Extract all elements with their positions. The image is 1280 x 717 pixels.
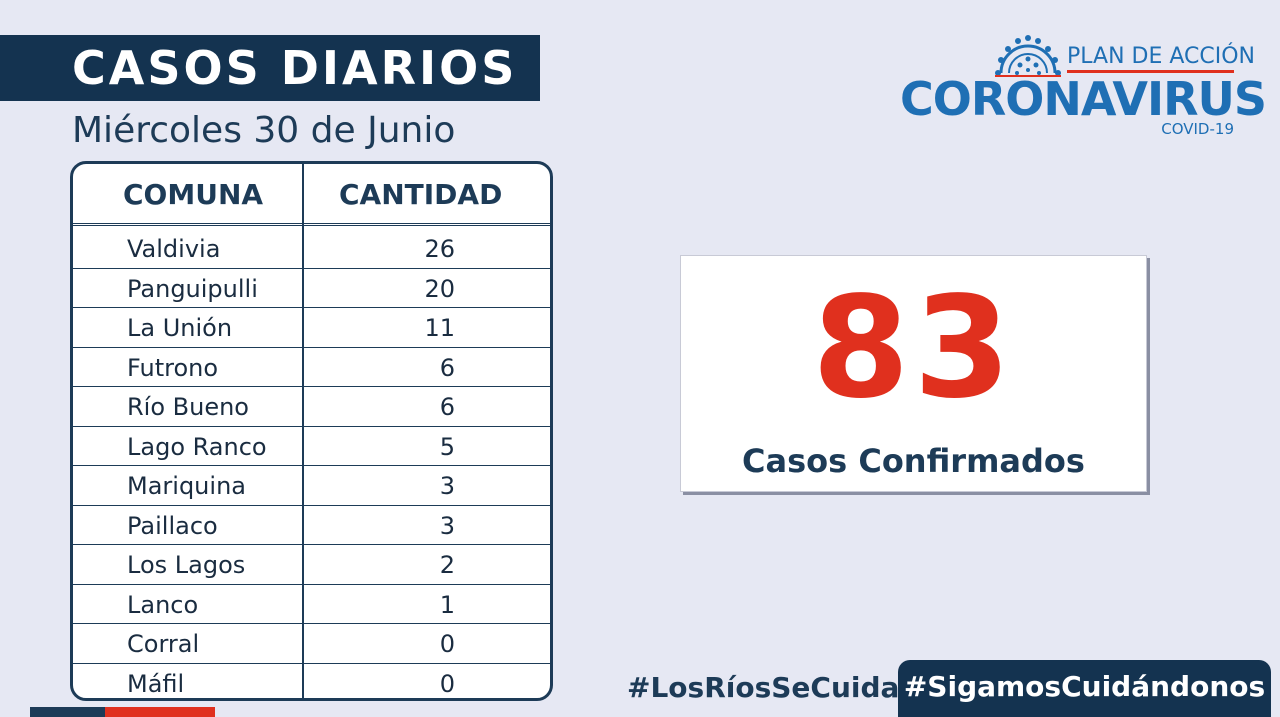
plan-coronavirus-logo: PLAN DE ACCIÓN CORONAVIRUS COVID-19 <box>900 30 1267 140</box>
cantidad-cell: 6 <box>439 393 455 421</box>
table-row: Máfil 0 <box>73 664 550 699</box>
comuna-cell: Lanco <box>127 590 199 619</box>
comuna-cell: Mariquina <box>127 472 246 500</box>
hashtag-banner: #SigamosCuidándonos <box>898 660 1271 717</box>
total-cases-card: 83 Casos Confirmados <box>680 255 1147 492</box>
column-header-cantidad: CANTIDAD <box>339 178 503 211</box>
cantidad-cell: 3 <box>439 472 455 500</box>
table-row: Los Lagos 2 <box>73 545 550 585</box>
logo-sub-text: COVID-19 <box>1161 120 1234 138</box>
comuna-cell: Los Lagos <box>127 551 246 579</box>
comuna-cell: Paillaco <box>127 511 218 540</box>
comuna-cell: Río Bueno <box>127 393 249 421</box>
column-divider <box>302 164 304 698</box>
table-row: Corral 0 <box>73 624 550 664</box>
table-row: Valdivia 26 <box>73 229 550 269</box>
cantidad-cell: 2 <box>439 551 455 579</box>
comuna-cell: Futrono <box>127 353 219 382</box>
hashtag-los-rios: #LosRíosSeCuida <box>627 671 900 704</box>
cantidad-cell: 26 <box>424 235 455 263</box>
cantidad-cell: 11 <box>424 314 455 342</box>
table-row: La Unión 11 <box>73 308 550 348</box>
comuna-cell: Corral <box>127 630 200 658</box>
title-bar <box>0 35 540 101</box>
comuna-cell: Panguipulli <box>127 274 258 303</box>
total-cases-label: Casos Confirmados <box>742 442 1085 480</box>
virus-icon <box>995 35 1061 77</box>
cantidad-cell: 0 <box>439 669 455 698</box>
total-cases-number: 83 <box>812 267 1015 430</box>
footer-strip-red <box>105 707 215 717</box>
comuna-cell: La Unión <box>127 314 233 342</box>
table-row: Lanco 1 <box>73 585 550 624</box>
cantidad-cell: 20 <box>424 274 455 303</box>
cantidad-cell: 5 <box>439 432 455 461</box>
cantidad-cell: 6 <box>439 353 455 382</box>
page-title: CASOS DIARIOS <box>72 41 518 95</box>
comuna-cell: Lago Ranco <box>127 432 267 461</box>
cantidad-cell: 1 <box>439 590 455 619</box>
page-subtitle-date: Miércoles 30 de Junio <box>72 110 456 151</box>
cases-table: COMUNA CANTIDAD Valdivia 26 Panguipulli 20 L… <box>70 161 553 701</box>
table-row: Paillaco 3 <box>73 506 550 545</box>
table-row: Panguipulli 20 <box>73 269 550 308</box>
table-row: Lago Ranco 5 <box>73 427 550 466</box>
table-row: Mariquina 3 <box>73 466 550 506</box>
column-header-comuna: COMUNA <box>123 178 264 211</box>
cantidad-cell: 3 <box>439 511 455 540</box>
cantidad-cell: 0 <box>439 630 455 658</box>
table-row: Futrono 6 <box>73 348 550 387</box>
logo-accent-line <box>1067 70 1234 73</box>
hashtag-sigamos: #SigamosCuidándonos <box>903 670 1266 703</box>
table-row: Río Bueno 6 <box>73 387 550 427</box>
logo-plan-text: PLAN DE ACCIÓN <box>1067 44 1256 69</box>
logo-main-text: CORONAVIRUS <box>900 72 1267 126</box>
comuna-cell: Valdivia <box>127 235 221 263</box>
table-header: COMUNA CANTIDAD <box>73 164 550 226</box>
footer-strip-navy <box>30 707 105 717</box>
comuna-cell: Máfil <box>127 669 185 698</box>
